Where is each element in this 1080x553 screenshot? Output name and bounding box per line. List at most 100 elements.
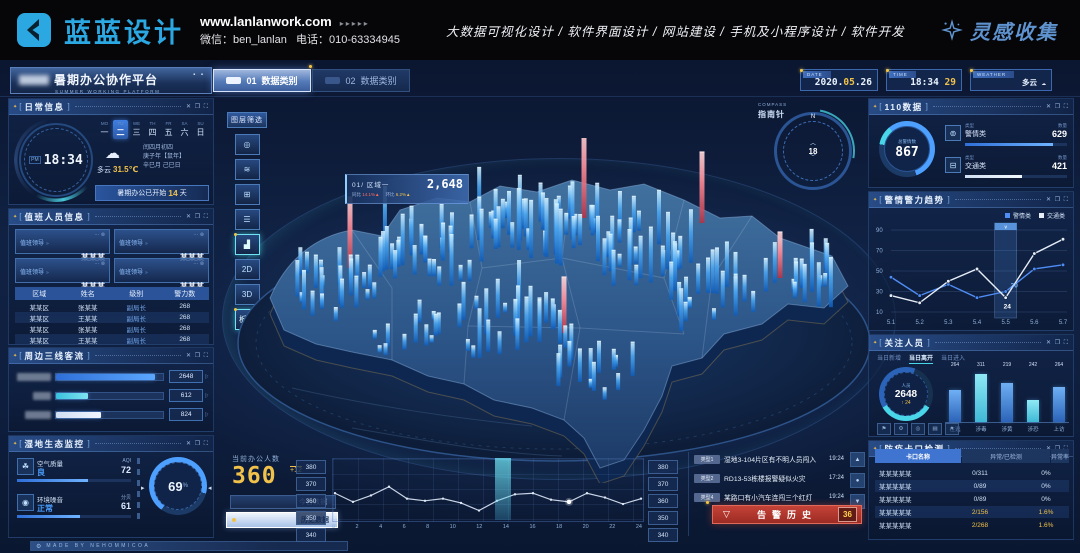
checkpoint-header-cell[interactable]: 卡口名称	[875, 449, 961, 463]
xaxis-tick: 18	[556, 524, 563, 530]
table-row: 某某某某某 0/89 0%	[879, 495, 1051, 505]
duty-leader-card[interactable]: 值班领导»⋯ ⊗ 某某某	[15, 229, 110, 262]
focus-tool-icon[interactable]: ▤	[928, 423, 942, 435]
table-row: 某某某某某 0/89 0%	[875, 480, 1069, 492]
panel-window-controls[interactable]: ✕ ❐ ⛶	[1046, 445, 1069, 453]
layer-button[interactable]: 2D	[234, 259, 260, 280]
week-day: TU 二	[113, 120, 128, 139]
compass-widget[interactable]: COMPASS 指南针 N ︿ 18 ﹀	[758, 102, 854, 198]
alert-type-badge: 类型4	[694, 492, 720, 502]
duty-leader-card[interactable]: 值班领导»⋯ ⊗ 某某某	[15, 258, 110, 291]
sparkle-star-icon	[941, 19, 963, 41]
alert-row[interactable]: 类型4 某路口有小汽车连闯三个红灯 19:24	[694, 489, 844, 505]
yaxis-tick: 360	[296, 494, 326, 508]
alarm-type-icon: ⊟	[945, 157, 961, 173]
alarm-type-item: ⊟ 类型 交通类 数量 421	[945, 155, 1067, 185]
blurred-line-label	[33, 391, 51, 400]
tooltip-value: 2,648	[426, 177, 463, 191]
xaxis-tick: 24	[635, 524, 642, 530]
tab-data-category-1[interactable]: 01 数据类别	[213, 69, 311, 92]
panel-title: 日常信息	[24, 101, 65, 112]
panel-window-controls[interactable]: ✕ ❐ ⛶	[1046, 339, 1069, 346]
layer-filter-title: 图层筛选	[227, 112, 267, 128]
panel-window-controls[interactable]: ✕ ❐ ⛶	[1046, 196, 1069, 203]
yaxis-tick: 340	[296, 528, 326, 542]
weather-label: WEATHER	[973, 71, 1015, 78]
alarm-history-button[interactable]: ▽ 告警历史 36	[712, 505, 862, 524]
svg-text:5.1: 5.1	[887, 320, 896, 326]
scroll-thumb[interactable]: ●	[850, 473, 865, 488]
legend-item: 警情类	[1004, 211, 1031, 220]
panel-title: 警情警力趋势	[884, 194, 945, 205]
panel-eco-monitor: ✦[ 湿地生态监控 ] ✕ ❐ ⛶ ☘ 空气质量良 AQI 72 ◉ 环境噪音 正常…	[8, 435, 214, 538]
focus-tab[interactable]: 当日进入	[941, 356, 966, 362]
yaxis-tick: 370	[648, 477, 678, 491]
legend-item: 交通类	[1038, 211, 1065, 220]
focus-tool-icon[interactable]: ◎	[911, 423, 925, 435]
clock-time: 18:34	[43, 152, 83, 168]
focus-bar-categories: 在逃涉毒涉黄涉恐上访	[945, 425, 1069, 433]
compass-down-arrow[interactable]: ﹀	[809, 154, 816, 161]
duty-header-cell: 级别	[112, 287, 161, 300]
panel-window-controls[interactable]: ✕ ❐ ⛶	[1046, 103, 1069, 110]
duty-leader-card[interactable]: 值班领导»⋯ ⊗ 某某某	[114, 229, 209, 262]
focus-tab[interactable]: 当日离开	[909, 353, 934, 364]
checkpoint-header-cell[interactable]: 异常/已检测	[962, 449, 1050, 463]
panel-window-controls[interactable]: ✕ ❐ ⛶	[186, 352, 209, 359]
alert-row[interactable]: 类型2 RD13-53栋楼报警疑似火灾 17:24	[694, 470, 844, 486]
xaxis-tick: 0	[332, 524, 336, 530]
dashboard-title-bar: 暑期办公协作平台 SUMMER WORKING PLATFORM ▪ ▪	[10, 67, 212, 94]
tab-data-category-2[interactable]: 02 数据类别	[312, 69, 410, 92]
scroll-up-button[interactable]: ▲	[850, 452, 865, 467]
eco-item-icon: ☘	[17, 458, 34, 475]
panel-window-controls[interactable]: ✕ ❐ ⛶	[186, 213, 209, 220]
xaxis-tick: 22	[609, 524, 616, 530]
inspiration-collection-link[interactable]: 灵感收集	[941, 16, 1064, 45]
flow-bar-value: 824	[169, 408, 204, 421]
focus-bar: 264	[948, 362, 962, 422]
duty-leader-card[interactable]: 值班领导»⋯ ⊗ 某某某	[114, 258, 209, 291]
svg-text:10: 10	[876, 310, 883, 316]
eco-divider	[137, 458, 140, 520]
layer-button[interactable]: ≋	[234, 159, 260, 180]
city-3d-map[interactable]	[232, 138, 882, 483]
xaxis-tick: 14	[502, 524, 509, 530]
focus-tool-icon[interactable]: ⚑	[877, 423, 891, 435]
dashboard: 暑期办公协作平台 SUMMER WORKING PLATFORM ▪ ▪ 01 数…	[0, 60, 1080, 553]
analog-clock: PM 18:34	[19, 123, 93, 197]
header-contact: www.lanlanwork.com ▸▸▸▸▸ 微信：ben_lanlan 电话…	[200, 12, 400, 48]
alert-time: 17:24	[828, 475, 844, 481]
titlebar-controls[interactable]: ▪ ▪	[193, 72, 205, 78]
focus-tool-icon[interactable]: ⚙	[894, 423, 908, 435]
alert-type-badge: 类型2	[694, 473, 720, 483]
svg-text:30: 30	[876, 290, 883, 296]
tab-marker-dot	[309, 65, 312, 68]
table-row: 某某某某某 0/311 0%	[879, 469, 1051, 479]
alert-text: 湿地3-104片区有不明人员闯入	[724, 457, 817, 464]
week-day: FR 五	[164, 121, 173, 137]
office-yaxis-right: 380 370 360 350 340	[648, 460, 678, 542]
focus-tool-icon[interactable]: ✦	[945, 423, 959, 435]
layer-button[interactable]: ▟	[233, 233, 260, 255]
checkpoint-header-cell[interactable]: 异常率	[1050, 449, 1069, 463]
xaxis-tick: 2	[355, 524, 359, 530]
website-link[interactable]: www.lanlanwork.com	[200, 14, 332, 30]
focus-tab[interactable]: 当日新增	[877, 356, 902, 362]
flow-bar-value: 612	[169, 389, 204, 402]
layer-button[interactable]: 3D	[234, 284, 260, 305]
layer-button[interactable]: ☰	[234, 209, 260, 230]
blurred-line-label	[25, 410, 51, 419]
layer-button[interactable]: ⊞	[234, 184, 260, 205]
layer-button[interactable]: ◎	[234, 134, 260, 155]
xaxis-tick: 20	[582, 524, 589, 530]
panel-110-data: ✦[ 110数据 ] ✕ ❐ ⛶ 总警情数 867 ⊚ 类型 警情类 数量 629 ⊟…	[868, 98, 1074, 188]
alert-row[interactable]: 类型1 湿地3-104片区有不明人员闯入 19:24	[694, 451, 844, 467]
compass-up-arrow[interactable]: ︿	[809, 140, 816, 147]
compass-dial: N ︿ 18 ﹀	[774, 112, 852, 190]
panel-window-controls[interactable]: ✕ ❐ ⛶	[186, 103, 209, 110]
checkpoint-table: 某某某某某 0/311 0% 某某某某某 0/89 0% 某某某某某 0/89 0% …	[875, 467, 1069, 532]
time-label: TIME	[889, 71, 916, 78]
blurred-title-prefix	[19, 74, 49, 85]
panel-window-controls[interactable]: ✕ ❐ ⛶	[186, 440, 209, 447]
office-count-value: 360	[232, 463, 277, 489]
